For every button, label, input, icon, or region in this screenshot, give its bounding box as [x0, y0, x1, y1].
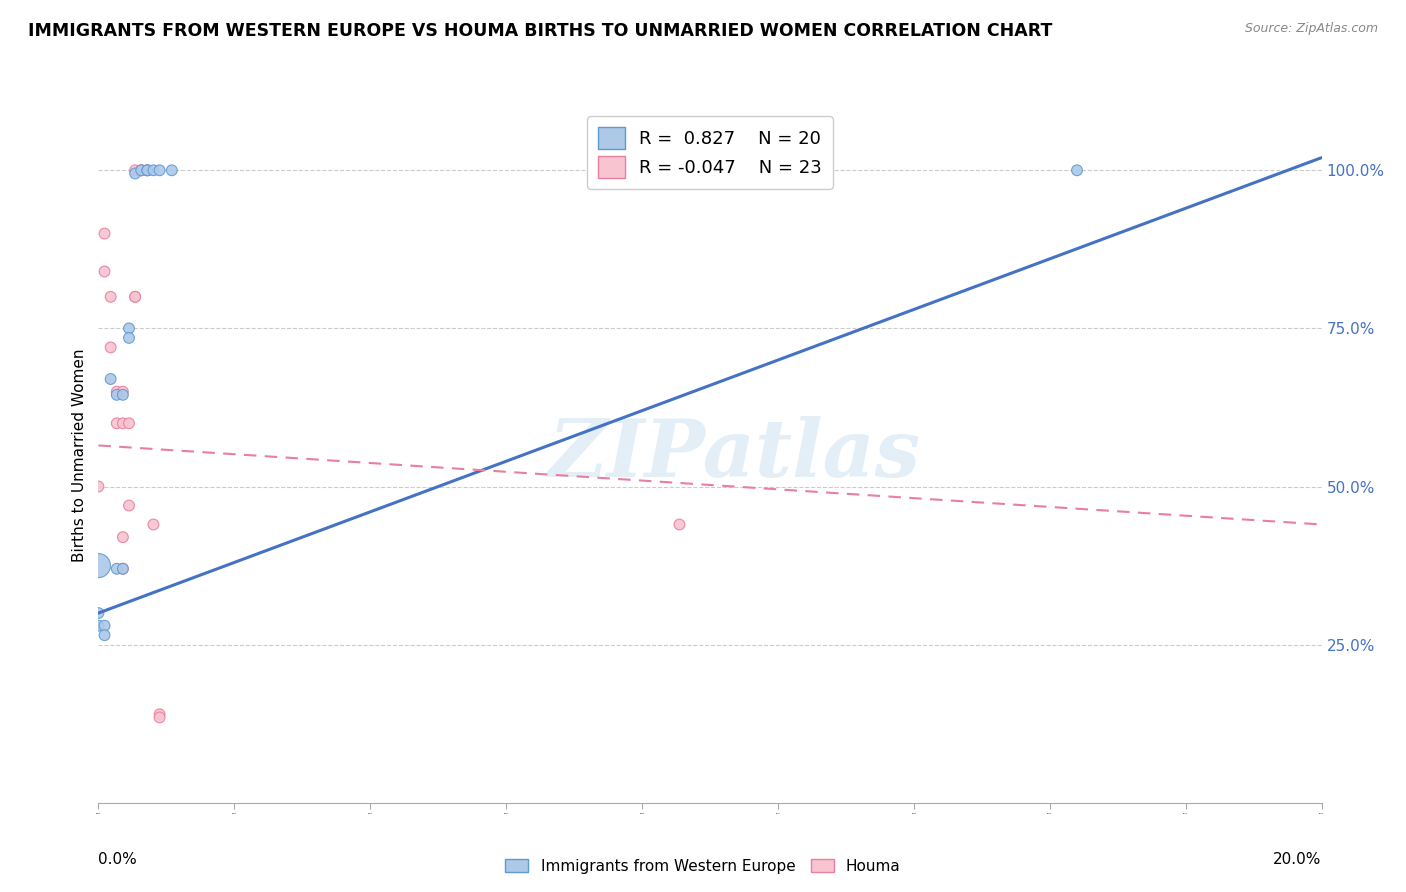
Point	[149, 710, 172, 724]
Point	[100, 340, 122, 354]
Point	[111, 562, 134, 576]
Point	[93, 628, 115, 642]
Point	[93, 264, 115, 278]
Point	[129, 163, 152, 178]
Legend: Immigrants from Western Europe, Houma: Immigrants from Western Europe, Houma	[499, 853, 907, 880]
Point	[118, 331, 141, 345]
Text: 20.0%: 20.0%	[1274, 852, 1322, 866]
Point	[100, 290, 122, 304]
Point	[111, 417, 134, 431]
Point	[149, 707, 172, 722]
Point	[93, 227, 115, 241]
Point	[136, 163, 159, 178]
Point	[124, 163, 146, 178]
Point	[87, 606, 110, 620]
Point	[87, 618, 110, 632]
Point	[160, 163, 183, 178]
Point	[124, 290, 146, 304]
Text: Source: ZipAtlas.com: Source: ZipAtlas.com	[1244, 22, 1378, 36]
Point	[136, 163, 159, 178]
Point	[87, 558, 110, 573]
Point	[87, 479, 110, 493]
Point	[105, 388, 128, 402]
Text: ZIPatlas: ZIPatlas	[548, 417, 921, 493]
Point	[111, 388, 134, 402]
Point	[149, 163, 172, 178]
Point	[118, 321, 141, 335]
Point	[142, 517, 165, 532]
Point	[93, 618, 115, 632]
Point	[129, 163, 152, 178]
Point	[111, 562, 134, 576]
Point	[136, 163, 159, 178]
Point	[105, 384, 128, 399]
Point	[105, 417, 128, 431]
Text: 0.0%: 0.0%	[98, 852, 138, 866]
Point	[668, 517, 690, 532]
Point	[111, 384, 134, 399]
Point	[124, 166, 146, 180]
Point	[129, 163, 152, 178]
Point	[111, 530, 134, 544]
Point	[118, 499, 141, 513]
Legend: R =  0.827    N = 20, R = -0.047    N = 23: R = 0.827 N = 20, R = -0.047 N = 23	[588, 116, 832, 189]
Text: IMMIGRANTS FROM WESTERN EUROPE VS HOUMA BIRTHS TO UNMARRIED WOMEN CORRELATION CH: IMMIGRANTS FROM WESTERN EUROPE VS HOUMA …	[28, 22, 1053, 40]
Point	[105, 562, 128, 576]
Point	[124, 290, 146, 304]
Point	[1066, 163, 1088, 178]
Point	[100, 372, 122, 386]
Point	[142, 163, 165, 178]
Y-axis label: Births to Unmarried Women: Births to Unmarried Women	[72, 348, 87, 562]
Point	[118, 417, 141, 431]
